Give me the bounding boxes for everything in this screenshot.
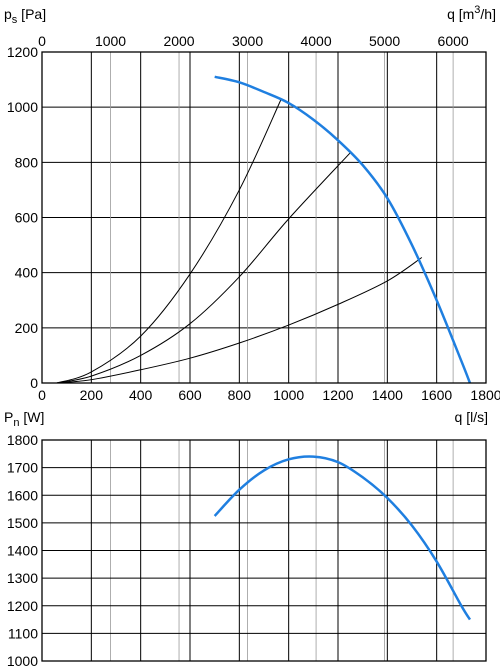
pressure-x-tick-label: 1400 <box>372 387 403 403</box>
pressure-x-tick-label: 1200 <box>322 387 353 403</box>
power-plot-frame <box>41 439 487 662</box>
pressure-x-tick-label: 1000 <box>273 387 304 403</box>
power-y-tick-label: 1400 <box>7 543 38 559</box>
pressure-x-tick-label: 1600 <box>421 387 452 403</box>
pressure-x-tick-label: 0 <box>38 387 46 403</box>
power-y-tick-label: 1500 <box>7 515 38 531</box>
pressure-y-axis-label: ps [Pa] <box>4 6 46 26</box>
pressure-top-axis-tick-label: 6000 <box>438 33 469 49</box>
pressure-y-tick-label: 1200 <box>7 44 38 60</box>
system-curve-line <box>56 257 423 384</box>
pressure-top-axis-tick-label: 4000 <box>300 33 331 49</box>
pressure-x-tick-label: 600 <box>178 387 202 403</box>
pressure-top-axis-tick-label: 3000 <box>232 33 263 49</box>
pressure-top-axis-label: q [m3/h] <box>447 4 496 22</box>
pressure-top-axis-tick-labels: 0 1000 2000 3000 4000 5000 6000 <box>38 33 469 49</box>
pressure-x-tick-label: 800 <box>228 387 252 403</box>
power-grid <box>41 439 487 662</box>
pressure-plot-frame <box>41 51 487 384</box>
pressure-y-tick-label: 400 <box>15 265 39 281</box>
power-y-tick-label: 1700 <box>7 460 38 476</box>
pressure-x-tick-label: 1800 <box>470 387 500 403</box>
pressure-grid <box>41 51 487 384</box>
pressure-chart: 0 200 400 600 800 1000 1200 1400 1600 1800 0 1000 2… <box>4 4 500 425</box>
power-curves <box>213 455 472 621</box>
system-curve-line <box>56 98 282 384</box>
pressure-x-tick-label: 200 <box>80 387 104 403</box>
pressure-x-tick-label: 400 <box>129 387 153 403</box>
pressure-y-tick-label: 800 <box>15 154 39 170</box>
power-y-tick-label: 1000 <box>7 653 38 668</box>
pressure-curves <box>56 75 472 384</box>
power-y-tick-labels: 1000 1100 1200 1300 1400 1500 1600 1700 1800 <box>7 432 38 668</box>
pressure-top-axis-tick-label: 2000 <box>163 33 194 49</box>
fan-pressure-curve <box>214 75 472 384</box>
power-y-tick-label: 1200 <box>7 598 38 614</box>
pressure-y-tick-label: 200 <box>15 320 39 336</box>
fan-power-curve <box>213 455 472 621</box>
pressure-top-axis-tick-label: 0 <box>38 33 46 49</box>
power-y-tick-label: 1800 <box>7 432 38 448</box>
pressure-y-tick-labels: 0 200 400 600 800 1000 1200 <box>7 44 38 391</box>
power-y-tick-label: 1600 <box>7 487 38 503</box>
pressure-y-tick-label: 0 <box>30 375 38 391</box>
power-y-axis-label: Pn [W] <box>4 409 44 429</box>
pressure-x-axis-label: q [l/s] <box>455 409 488 425</box>
pressure-x-tick-labels: 0 200 400 600 800 1000 1200 1400 1600 1800 <box>38 387 500 403</box>
pressure-top-axis-tick-label: 5000 <box>369 33 400 49</box>
power-y-tick-label: 1100 <box>8 625 38 641</box>
pressure-y-tick-label: 1000 <box>7 99 38 115</box>
system-curve-line <box>56 152 351 384</box>
pressure-y-tick-label: 600 <box>15 210 39 226</box>
power-chart: 1000 1100 1200 1300 1400 1500 1600 1700 1800 Pn … <box>4 409 487 668</box>
pressure-top-axis-tick-label: 1000 <box>95 33 126 49</box>
power-y-tick-label: 1300 <box>7 570 38 586</box>
